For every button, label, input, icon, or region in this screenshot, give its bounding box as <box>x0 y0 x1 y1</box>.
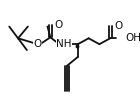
Text: O: O <box>34 39 42 49</box>
Text: O: O <box>114 21 122 31</box>
Text: OH: OH <box>125 33 140 43</box>
Text: O: O <box>54 20 63 30</box>
Text: NH: NH <box>56 39 72 49</box>
